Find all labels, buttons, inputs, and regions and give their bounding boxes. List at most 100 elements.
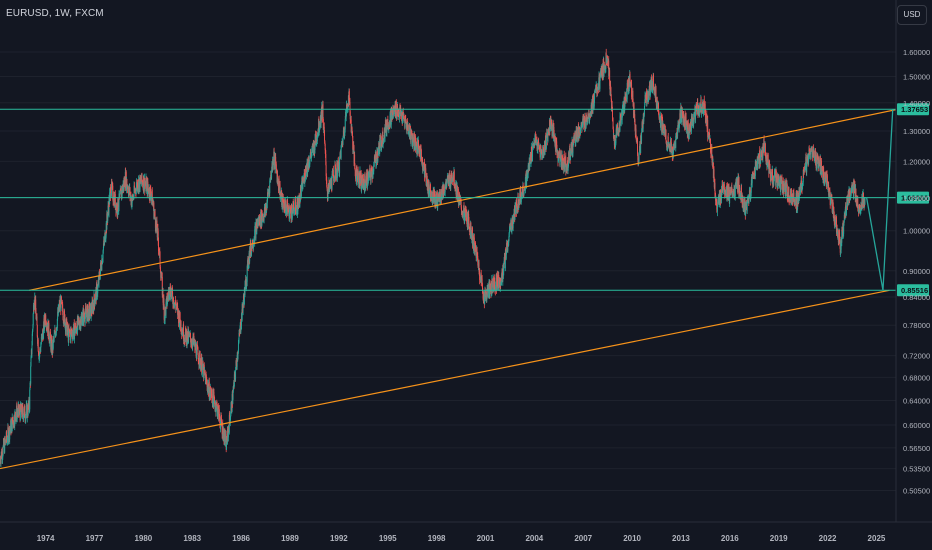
candle-body [512, 217, 513, 226]
candle-body [110, 187, 112, 198]
candle-body [565, 156, 567, 172]
candle-body [357, 182, 359, 184]
candle-body [552, 125, 554, 134]
candle-body [73, 323, 75, 332]
candle-body [352, 135, 354, 150]
candle-body [697, 101, 699, 105]
candle-body [132, 195, 133, 198]
candle-body [635, 128, 637, 139]
candle-body [100, 262, 102, 271]
candle-body [716, 206, 718, 212]
candle-body [291, 210, 293, 219]
candle-body [525, 174, 527, 178]
candle-body [480, 273, 482, 284]
candle-body [336, 175, 338, 178]
candle-body [281, 197, 283, 206]
candle-body [505, 250, 507, 259]
currency-button[interactable]: USD [897, 5, 927, 25]
candle-body [714, 182, 716, 194]
candle-body [512, 217, 514, 228]
candle-body [466, 212, 468, 224]
candle-body [478, 262, 480, 273]
candle-body [322, 118, 324, 130]
candle-body [25, 405, 27, 413]
candle-body [463, 205, 465, 212]
candle-body [686, 123, 688, 135]
candle-body [339, 157, 341, 174]
candle-body [446, 183, 448, 188]
candle-body [112, 185, 114, 200]
candle-body [102, 250, 104, 259]
candle-body [648, 89, 650, 96]
candle-body [439, 191, 441, 203]
candle-body [98, 272, 100, 284]
candle-body [762, 145, 764, 159]
candle-body [173, 297, 175, 306]
candle-body [246, 266, 248, 282]
candle-body [376, 151, 378, 160]
candle-body [284, 200, 286, 213]
candle-body [655, 87, 657, 98]
candle-body [634, 114, 636, 121]
candle-body [617, 130, 619, 134]
candle-body [223, 429, 225, 443]
candle-body [725, 190, 727, 193]
candle-body [231, 402, 232, 412]
candle-body [11, 417, 13, 431]
candle-body [608, 60, 610, 77]
candle-body [639, 143, 641, 148]
candle-body [325, 164, 327, 176]
candle-body [174, 300, 176, 305]
candle-body [314, 147, 316, 154]
candle-body [619, 116, 621, 131]
candle-body [221, 418, 222, 425]
candle-body [727, 185, 729, 201]
candle-body [628, 78, 630, 91]
candle-body [487, 292, 489, 298]
candle-body [244, 280, 246, 284]
candle-body [198, 362, 200, 366]
candle-body [356, 166, 358, 173]
candle-body [378, 142, 380, 147]
candle-body [754, 162, 756, 176]
candle-body [29, 389, 31, 410]
candle-body [669, 144, 670, 149]
candle-body [42, 330, 44, 340]
candle-body [94, 302, 96, 306]
candle-body [43, 324, 44, 339]
candle-body [764, 143, 766, 157]
candle-body [321, 106, 323, 119]
candle-body [4, 437, 6, 453]
candle-body [324, 133, 326, 142]
candle-body [566, 164, 568, 170]
candle-body [433, 190, 435, 199]
candle-body [169, 286, 171, 296]
candle-body [496, 274, 498, 290]
candle-body [327, 191, 329, 200]
candle-body [184, 333, 186, 342]
candle-body [501, 271, 503, 282]
candle-body [36, 325, 38, 337]
candle-body [84, 316, 86, 321]
candle-body [551, 124, 553, 137]
candle-body [226, 438, 227, 450]
candle-body [367, 171, 369, 184]
candle-body [290, 206, 292, 219]
candle-body [37, 339, 39, 352]
candle-body [21, 405, 23, 418]
candle-body [492, 277, 494, 292]
candle-body [9, 430, 11, 440]
candle-body [681, 110, 683, 115]
candle-body [331, 178, 332, 188]
candle-body [531, 146, 533, 160]
candle-body [622, 105, 624, 107]
candle-body [453, 170, 455, 187]
candle-body [625, 96, 627, 100]
candle-body [159, 251, 161, 267]
candle-body [651, 79, 653, 91]
candle-body [168, 287, 170, 298]
candle-body [333, 175, 335, 181]
candle-body [624, 106, 626, 112]
candle-body [551, 123, 553, 125]
